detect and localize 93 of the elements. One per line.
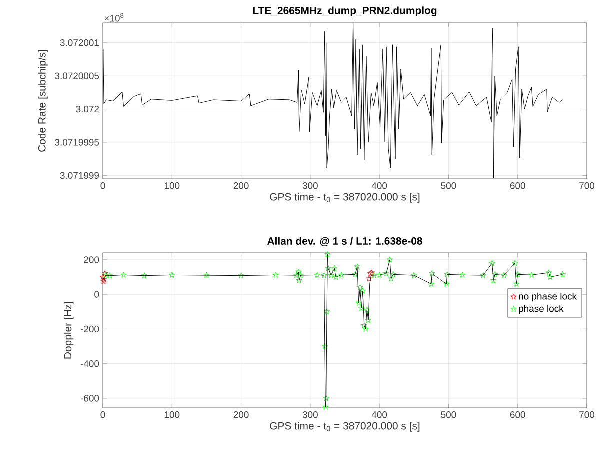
x-axis-title: GPS time - t$_{0}$ = 387020.000 s [s] (270, 193, 420, 203)
point (366, 276, 372, 282)
y-tick-label: 200 (84, 256, 100, 264)
point (322, 343, 328, 350)
point (338, 272, 345, 278)
point (480, 272, 486, 278)
x-tick-label: 600 (510, 412, 526, 418)
point (314, 272, 320, 278)
point (547, 274, 554, 280)
x-tick-label: 0 (100, 182, 106, 190)
x-tick-label: 400 (372, 412, 388, 418)
y-tick-label: 3.0720005 (55, 72, 100, 80)
x-tick-label: 200 (234, 412, 249, 418)
point (169, 272, 176, 278)
x-axis-title: GPS time - t$_{0}$ = 387020.000 s [s] (270, 422, 420, 432)
point (370, 272, 378, 278)
point (444, 280, 450, 287)
point (296, 268, 302, 275)
point (354, 264, 361, 270)
point (352, 271, 358, 278)
point (386, 256, 394, 263)
y-tick-label: 3.072001 (60, 40, 100, 46)
point (514, 271, 521, 278)
point (357, 284, 364, 290)
x-tick-label: 300 (302, 412, 318, 418)
x-tick-label: 0 (100, 412, 106, 418)
point (364, 306, 370, 313)
point (328, 272, 334, 278)
y-tick-label: 3.071999 (60, 172, 100, 180)
x-tick-label: 700 (580, 412, 595, 418)
x-tick-label: 200 (234, 182, 249, 190)
y-tick-label: -600 (80, 395, 100, 402)
y-tick-label: 3.072 (76, 106, 100, 113)
x-tick-label: 100 (164, 412, 180, 418)
point (361, 322, 368, 328)
point (388, 276, 394, 282)
point (459, 272, 466, 278)
point (444, 271, 450, 278)
legend-label: phase lock (519, 305, 564, 314)
point (362, 326, 369, 332)
point (356, 300, 362, 306)
x-tick-label: 300 (302, 182, 318, 190)
point (492, 271, 498, 278)
point (411, 272, 418, 278)
point (322, 404, 329, 410)
point (106, 272, 114, 279)
point (376, 272, 383, 278)
point (429, 270, 436, 276)
point (528, 272, 535, 278)
point (321, 272, 328, 278)
x-tick-label: 400 (372, 182, 388, 190)
y-tick-label: 0 (94, 291, 100, 298)
point (546, 270, 552, 276)
chart-title: LTE_2665MHz_dump_PRN2.dumplog (253, 6, 437, 16)
point (358, 305, 365, 312)
point (489, 260, 496, 266)
point (560, 271, 566, 278)
point (512, 260, 518, 266)
point (360, 288, 366, 294)
point (296, 277, 302, 284)
x-tick-label: 100 (164, 182, 180, 190)
point (383, 270, 390, 276)
point (323, 395, 330, 402)
chart-title: Allan dev. @ 1 s / L1: 1.638e-08 (267, 237, 422, 246)
point (490, 277, 497, 284)
y-tick-label: -200 (80, 326, 100, 333)
point (298, 272, 304, 278)
y-axis-title: Code Rate [subchip/s] (38, 50, 48, 152)
legend-label: no phase lock (519, 292, 577, 302)
point (238, 272, 244, 279)
x-tick-label: 700 (580, 182, 595, 190)
point (365, 317, 372, 324)
point (272, 272, 279, 278)
point (332, 274, 340, 280)
x-tick-label: 500 (441, 182, 456, 190)
text: ×10$^{8}$ (104, 13, 124, 22)
point (204, 272, 210, 278)
point (332, 265, 338, 272)
y-tick-label: 3.0719995 (55, 139, 100, 146)
point (500, 272, 508, 278)
point (100, 274, 106, 280)
point (428, 280, 435, 287)
y-axis-title: Doppler [Hz] (64, 302, 74, 359)
point (294, 272, 300, 278)
point (120, 272, 127, 278)
y-tick-label: -400 (80, 360, 100, 368)
point (324, 251, 331, 258)
point (141, 272, 148, 279)
point (325, 265, 332, 272)
x-tick-label: 500 (441, 412, 456, 418)
point (390, 271, 396, 278)
x-tick-label: 600 (510, 182, 526, 190)
line-series (103, 23, 564, 179)
